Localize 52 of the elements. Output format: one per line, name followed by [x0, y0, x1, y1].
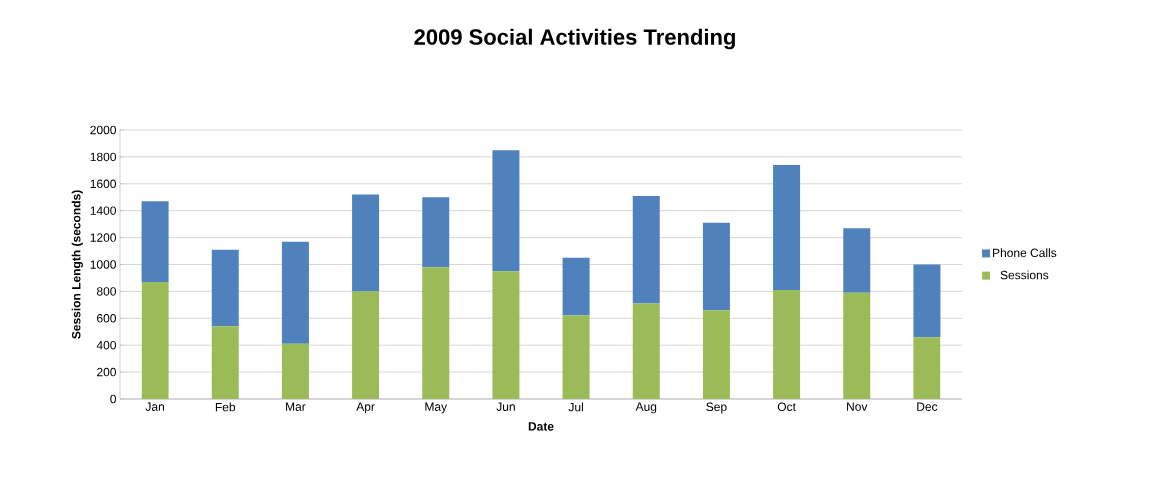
x-tick-label: Apr	[356, 402, 375, 414]
bar	[422, 267, 450, 399]
legend-label: Phone Calls	[993, 248, 1057, 258]
x-tick-label: May	[425, 402, 448, 414]
bar	[281, 343, 309, 399]
x-tick-label: Sep	[706, 402, 727, 414]
y-tick-label: 1600	[90, 179, 116, 189]
bar	[422, 197, 450, 268]
bar	[562, 315, 590, 399]
y-tick-label: 1000	[90, 260, 116, 269]
bar	[913, 337, 941, 399]
y-tick-label: 1400	[90, 206, 116, 215]
y-tick-label: 400	[96, 340, 116, 350]
x-tick-label: Oct	[777, 402, 796, 412]
bar	[702, 222, 730, 311]
bar	[843, 292, 871, 399]
bar	[492, 271, 520, 399]
x-tick-label: Aug	[635, 402, 657, 414]
x-tick-label: Mar	[286, 402, 306, 411]
x-tick-label: Jun	[496, 402, 515, 411]
y-tick-label: 1200	[90, 233, 116, 242]
x-tick-label: Jul	[568, 402, 583, 412]
x-axis-title: Date	[528, 422, 554, 431]
bar	[141, 281, 169, 399]
bar	[773, 164, 801, 291]
x-tick-label: Nov	[847, 402, 868, 411]
y-axis-title: Session Length (seconds)	[71, 190, 83, 339]
bar	[211, 326, 239, 399]
x-tick-label: Jan	[145, 402, 164, 411]
x-tick-label: Feb	[215, 402, 236, 412]
y-tick-label: 2000	[90, 125, 116, 135]
bar	[773, 290, 801, 399]
bar	[632, 195, 660, 304]
bar	[352, 194, 380, 292]
bar	[562, 257, 590, 316]
x-tick-label: Dec	[917, 402, 938, 411]
y-tick-label: 800	[96, 287, 116, 296]
bar	[702, 310, 730, 399]
bar	[843, 228, 871, 293]
y-tick-label: 1800	[90, 152, 116, 162]
bar	[492, 150, 520, 272]
chart-title: 2009 Social Activities Trending	[414, 28, 735, 50]
bar	[141, 201, 169, 282]
bar	[632, 303, 660, 399]
legend-label: Sessions	[1000, 270, 1049, 280]
bar	[352, 291, 380, 399]
y-tick-label: 200	[97, 367, 116, 377]
bar	[211, 249, 239, 327]
y-tick-label: 0	[110, 394, 117, 404]
y-tick-label: 600	[97, 314, 116, 323]
bar	[281, 241, 309, 344]
bar	[913, 264, 941, 338]
